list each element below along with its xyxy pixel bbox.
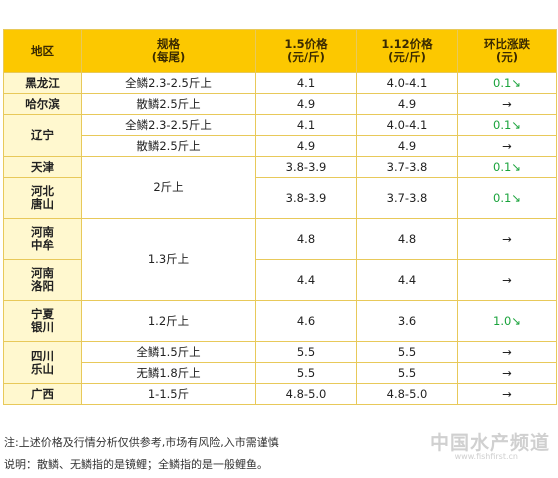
region-cell: 河南 洛阳 <box>3 259 82 301</box>
region-cell: 天津 <box>3 156 82 178</box>
spec-cell: 全鳞2.3-2.5斤上 <box>81 72 256 94</box>
explanation-note: 说明：散鳞、无鳞指的是镜鲤；全鳞指的是一般鲤鱼。 <box>4 458 268 471</box>
region-cell: 辽宁 <box>3 114 82 157</box>
price-a-cell: 4.6 <box>255 300 357 342</box>
region-cell: 河北 唐山 <box>3 177 82 219</box>
header-price-a: 1.5价格 (元/斤) <box>255 29 357 73</box>
price-a-cell: 4.9 <box>255 93 357 115</box>
spec-cell: 全鳞2.3-2.5斤上 <box>81 114 256 136</box>
price-a-cell: 4.8 <box>255 218 357 260</box>
table-row: 天津 2斤上 3.8-3.9 3.7-3.8 0.1↘ <box>3 156 557 219</box>
table-row: 黑龙江 全鳞2.3-2.5斤上 4.1 4.0-4.1 0.1↘ <box>3 72 557 94</box>
spec-cell: 全鳞1.5斤上 <box>81 341 256 363</box>
change-cell: → <box>457 218 557 260</box>
spec-cell: 1.3斤上 <box>81 218 256 301</box>
spec-cell: 1.2斤上 <box>81 300 256 342</box>
table-row: 辽宁 全鳞2.3-2.5斤上 4.1 4.0-4.1 0.1↘ <box>3 114 557 157</box>
table-row: 四川 乐山 全鳞1.5斤上 5.5 5.5 → <box>3 341 557 384</box>
change-cell: → <box>457 135 557 157</box>
region-cell: 黑龙江 <box>3 72 82 94</box>
header-row: 地区 规格 (每尾) 1.5价格 (元/斤) 1.12价格 (元/斤) 环比涨跌 (元) <box>3 29 557 73</box>
change-cell: → <box>457 383 557 405</box>
price-a-cell: 4.9 <box>255 135 357 157</box>
price-a-cell: 4.8-5.0 <box>255 383 357 405</box>
change-cell: → <box>457 259 557 301</box>
price-b-cell: 4.8-5.0 <box>356 383 458 405</box>
change-cell: → <box>457 341 557 363</box>
price-a-cell: 4.1 <box>255 114 357 136</box>
table-row: 哈尔滨 散鳞2.5斤上 4.9 4.9 → <box>3 93 557 115</box>
price-b-cell: 3.7-3.8 <box>356 177 458 219</box>
price-a-cell: 5.5 <box>255 362 357 384</box>
price-a-cell: 4.4 <box>255 259 357 301</box>
spec-cell: 散鳞2.5斤上 <box>81 93 256 115</box>
price-a-cell: 5.5 <box>255 341 357 363</box>
price-b-cell: 4.0-4.1 <box>356 114 458 136</box>
table-row: 河南 中牟 1.3斤上 4.8 4.8 → <box>3 218 557 301</box>
price-b-cell: 3.6 <box>356 300 458 342</box>
price-a-cell: 3.8-3.9 <box>255 177 357 219</box>
region-cell: 宁夏 银川 <box>3 300 82 342</box>
region-cell: 广西 <box>3 383 82 405</box>
spec-cell: 无鳞1.8斤上 <box>81 362 256 384</box>
table-row: 宁夏 银川 1.2斤上 4.6 3.6 1.0↘ <box>3 300 557 342</box>
change-cell: 0.1↘ <box>457 72 557 94</box>
price-b-cell: 5.5 <box>356 362 458 384</box>
change-cell: → <box>457 93 557 115</box>
price-b-cell: 4.8 <box>356 218 458 260</box>
price-a-cell: 4.1 <box>255 72 357 94</box>
region-cell: 四川 乐山 <box>3 341 82 384</box>
price-table: 地区 规格 (每尾) 1.5价格 (元/斤) 1.12价格 (元/斤) 环比涨跌 (元)… <box>3 29 557 405</box>
watermark-url: www.fishfirst.cn <box>454 452 518 461</box>
change-cell: 0.1↘ <box>457 156 557 178</box>
disclaimer-note: 注:上述价格及行情分析仅供参考,市场有风险,入市需谨慎 <box>4 436 279 449</box>
spec-cell: 2斤上 <box>81 156 256 219</box>
spec-cell: 1-1.5斤 <box>81 383 256 405</box>
price-b-cell: 4.0-4.1 <box>356 72 458 94</box>
change-cell: 0.1↘ <box>457 177 557 219</box>
table-row: 广西 1-1.5斤 4.8-5.0 4.8-5.0 → <box>3 383 557 405</box>
price-b-cell: 4.9 <box>356 135 458 157</box>
spec-cell: 散鳞2.5斤上 <box>81 135 256 157</box>
table-row: 河南 洛阳 4.4 4.4 → <box>3 259 557 301</box>
watermark-logo: 中国水产频道 <box>429 432 550 454</box>
change-cell: → <box>457 362 557 384</box>
price-b-cell: 5.5 <box>356 341 458 363</box>
region-cell: 河南 中牟 <box>3 218 82 260</box>
price-a-cell: 3.8-3.9 <box>255 156 357 178</box>
table-row: 无鳞1.8斤上 5.5 5.5 → <box>4 362 557 384</box>
change-cell: 1.0↘ <box>457 300 557 342</box>
header-change: 环比涨跌 (元) <box>457 29 557 73</box>
price-b-cell: 4.9 <box>356 93 458 115</box>
table-row: 散鳞2.5斤上 4.9 4.9 → <box>4 135 557 157</box>
price-b-cell: 4.4 <box>356 259 458 301</box>
header-spec: 规格 (每尾) <box>81 29 256 73</box>
header-region: 地区 <box>3 29 82 73</box>
price-b-cell: 3.7-3.8 <box>356 156 458 178</box>
change-cell: 0.1↘ <box>457 114 557 136</box>
header-price-b: 1.12价格 (元/斤) <box>356 29 458 73</box>
region-cell: 哈尔滨 <box>3 93 82 115</box>
